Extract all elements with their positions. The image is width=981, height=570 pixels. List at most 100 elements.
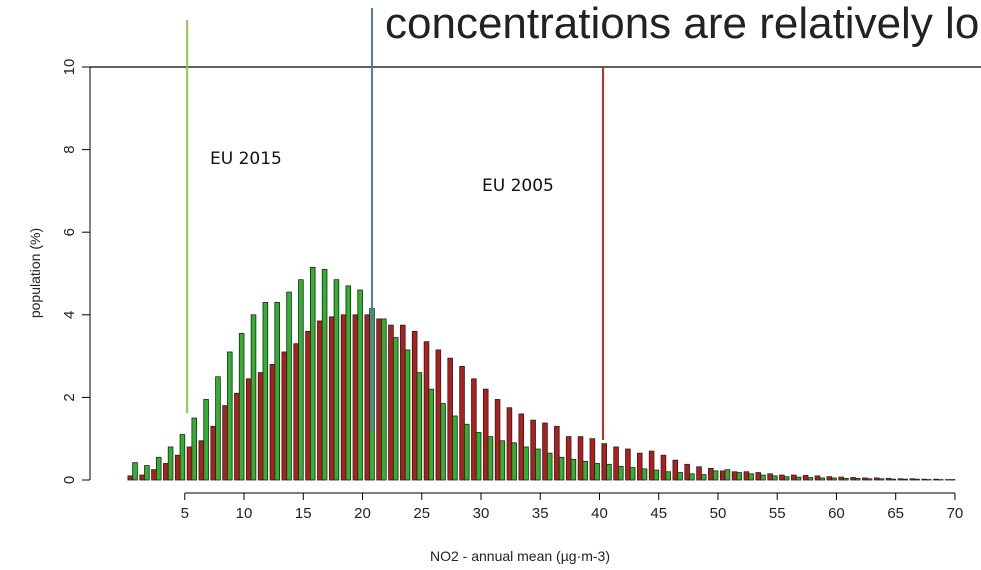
bar [855,477,861,481]
bar [222,405,228,481]
bar [933,478,939,481]
bar [482,388,489,481]
bar [518,413,525,481]
bar [298,279,304,481]
bar [357,289,363,481]
bar [831,477,837,481]
bar [309,266,316,481]
x-tick-label: 60 [828,505,845,522]
bar [719,470,726,481]
bar [376,318,382,481]
bar [708,468,714,481]
bar [601,443,607,481]
bar [838,476,844,481]
bar [174,454,181,481]
bar [577,436,584,481]
bar [234,392,240,481]
x-tick-label: 50 [710,505,727,522]
bar [684,463,690,481]
bar [471,378,477,481]
y-tick-label: 0 [61,476,78,484]
annotation: EU 2015 [210,149,282,169]
y-tick-label: 8 [61,145,78,153]
bar [179,434,186,481]
bar [155,456,162,481]
bar [464,423,470,481]
bar [783,476,790,481]
bar [909,478,916,481]
bar [897,478,904,481]
bar [321,268,328,481]
bar [546,452,553,481]
bar [163,463,169,481]
bar [274,302,280,481]
bar [381,318,387,481]
bar [144,465,150,481]
bar [696,466,702,481]
bar [127,475,134,481]
x-tick-label: 55 [769,505,786,522]
bar [582,461,589,481]
bar [475,432,482,481]
bar [416,372,423,481]
bar [269,363,276,481]
bar [625,448,631,481]
bar [921,478,927,481]
bar [755,472,762,481]
bar [262,302,269,481]
bar [435,349,442,481]
bar [636,452,643,481]
bar [215,376,221,481]
bar [594,463,600,481]
x-tick-label: 25 [413,505,430,522]
x-tick-label: 30 [473,505,490,522]
bar [618,465,624,481]
bar [914,478,920,481]
x-tick-label: 15 [295,505,312,522]
bar [535,448,541,481]
bar [198,440,205,481]
bar [613,446,619,481]
bar [542,422,548,481]
annotation: EU 2005 [482,176,554,196]
bar [487,436,494,481]
bar [392,337,399,481]
bar [731,471,738,481]
bar [767,473,773,481]
bar [203,399,209,481]
x-axis-label: NO2 - annual mean (µg·m-3) [430,548,610,564]
bar [333,279,340,481]
bar [672,459,679,481]
y-tick-label: 2 [61,393,78,401]
bar [606,463,612,481]
bar [494,399,501,481]
bar [250,314,257,481]
bar [748,473,754,481]
bar [352,314,359,481]
bar [428,388,435,481]
bar [286,291,292,481]
bar [281,351,288,481]
bar [565,436,572,481]
bar [677,472,683,481]
bar [850,477,856,481]
bar [653,469,660,481]
y-tick-label: 6 [61,228,78,236]
bar [530,419,536,481]
bar [700,474,707,481]
bar [423,341,430,481]
chart-title: concentrations are relatively lo [385,0,979,48]
bar [641,468,648,481]
bar [186,446,193,481]
bar [400,324,406,481]
bar [139,474,145,481]
y-tick-label: 4 [61,311,78,319]
bar [506,407,513,481]
bar [814,475,821,481]
bar [293,343,299,481]
y-axis-label: population (%) [27,228,43,318]
bar [238,332,245,481]
bar [364,314,371,481]
bar [665,471,671,481]
